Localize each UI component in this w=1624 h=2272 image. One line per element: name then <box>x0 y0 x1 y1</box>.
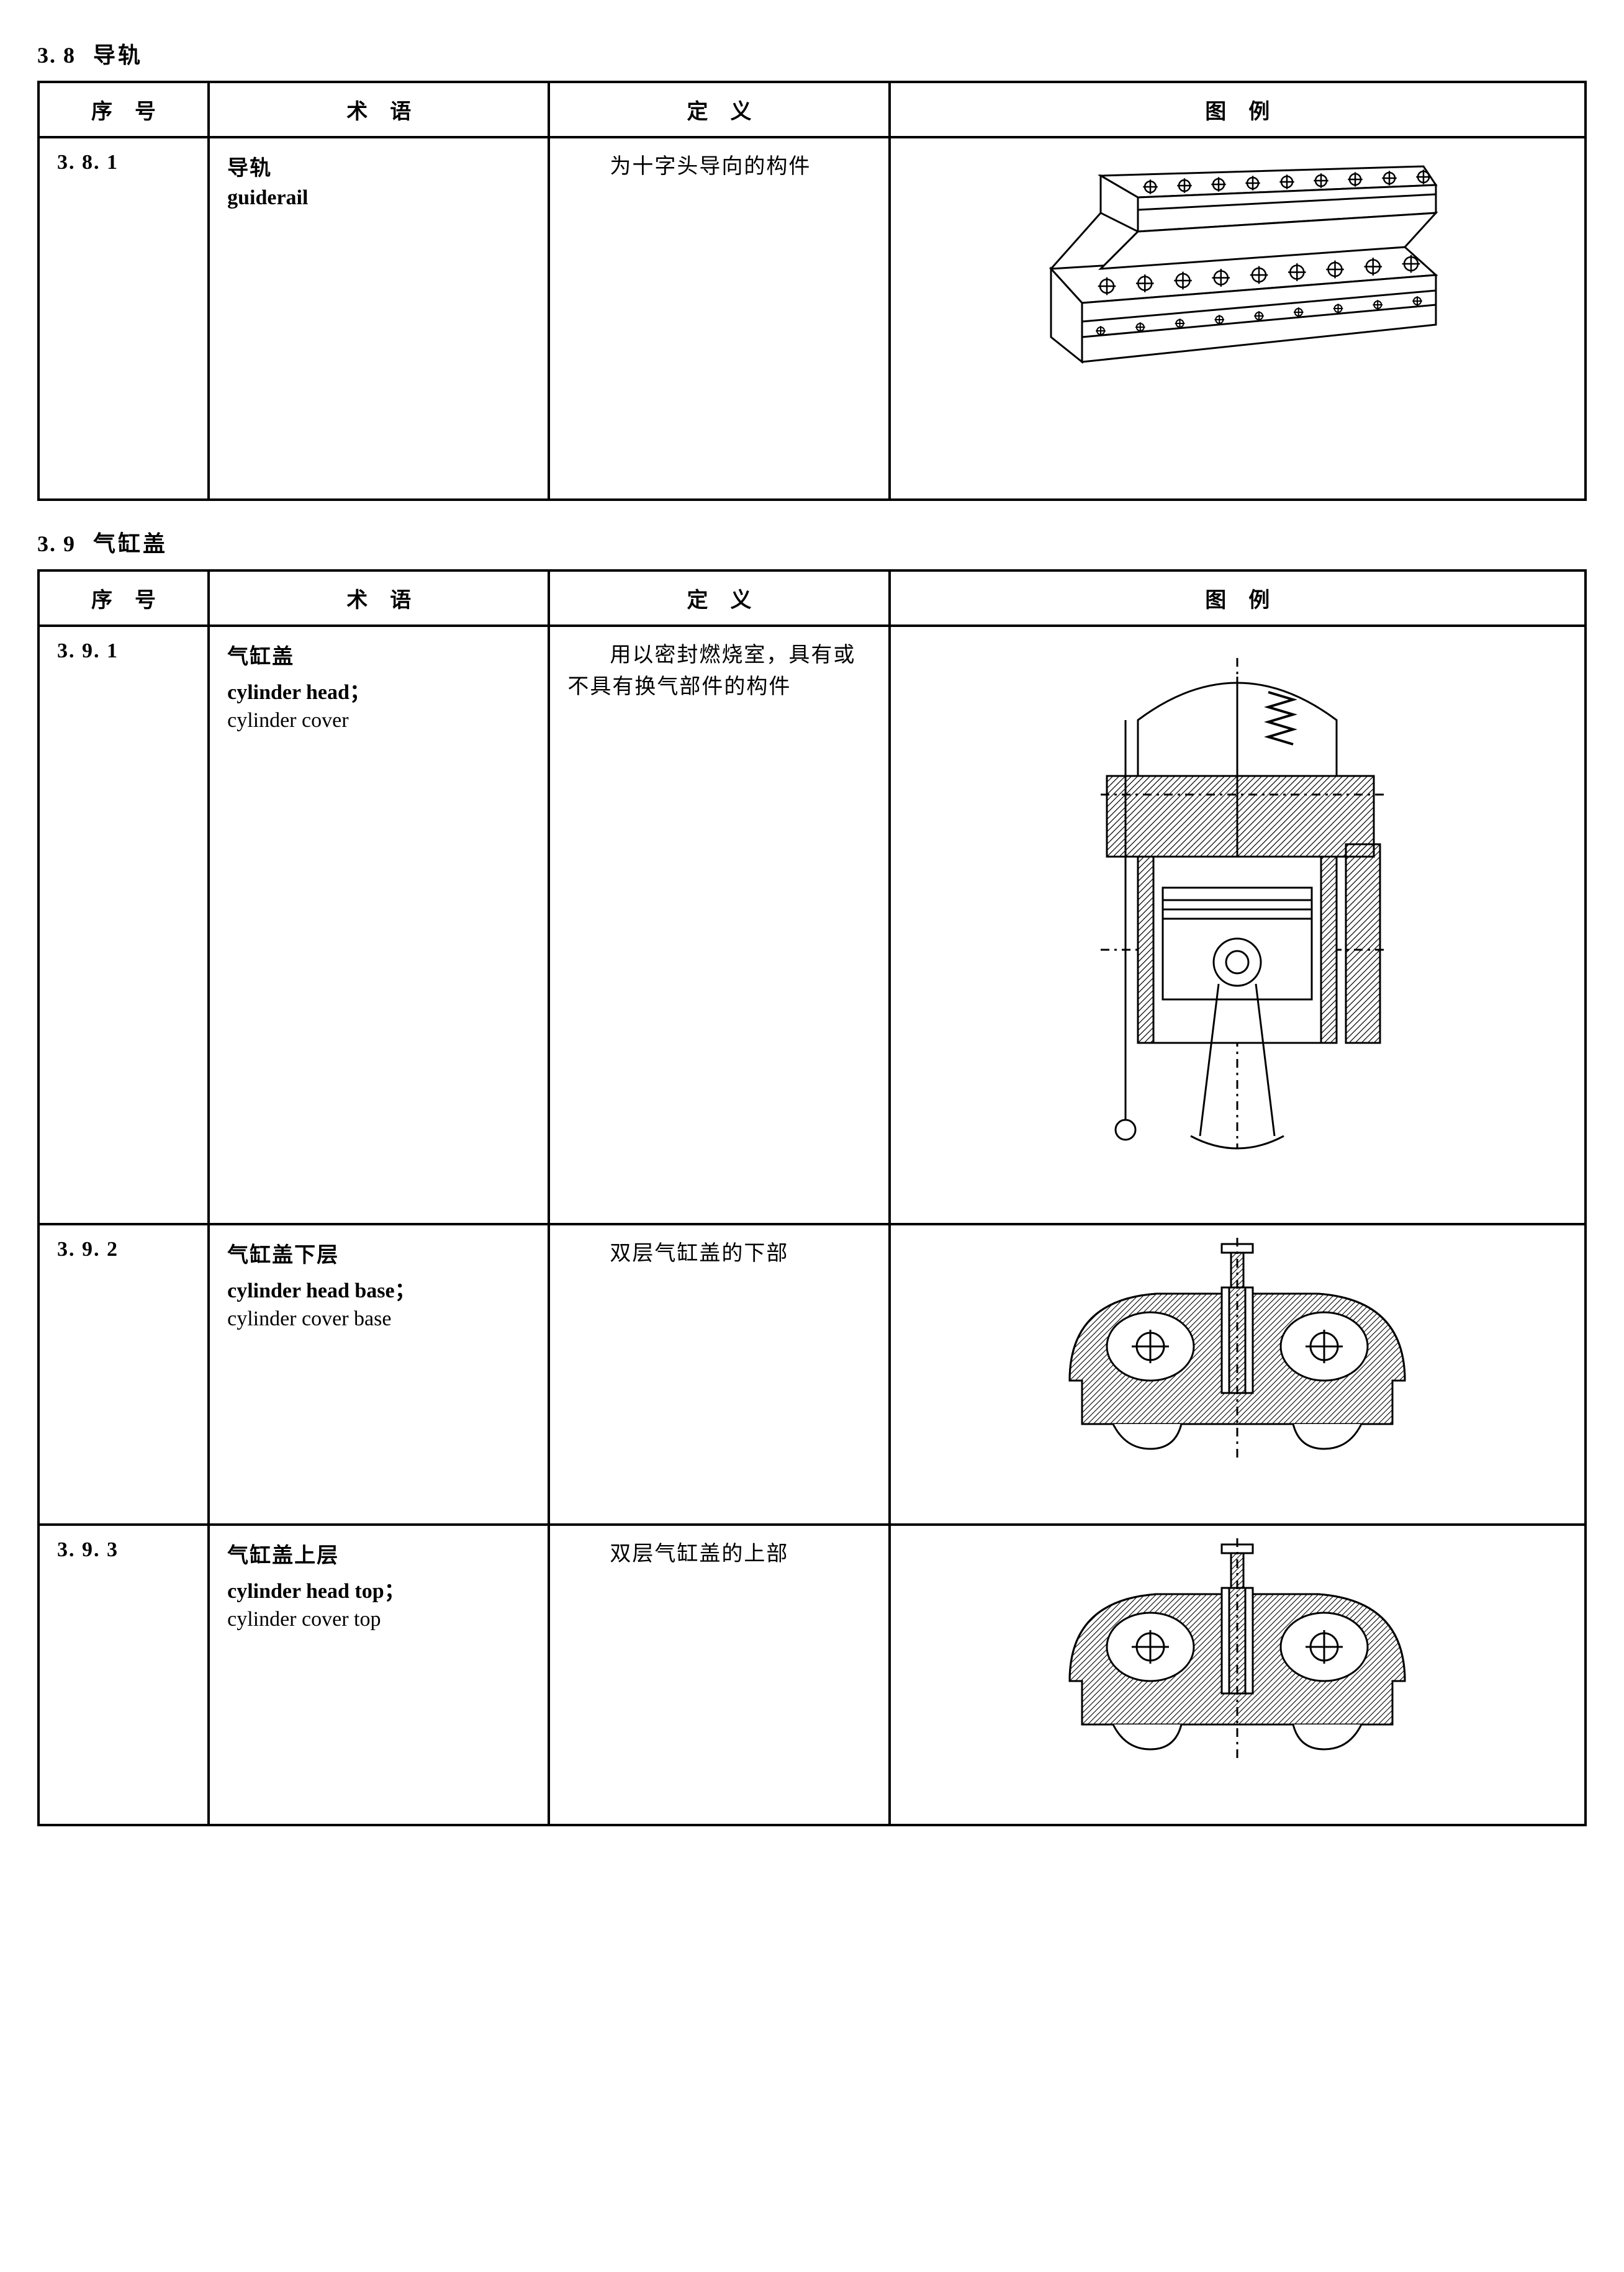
row-term: 气缸盖下层 cylinder head base； cylinder cover… <box>209 1224 549 1525</box>
term-cn: 气缸盖 <box>227 639 530 670</box>
table-3-9: 序号 术语 定义 图例 3. 9. 1 气缸盖 cylinder head； c… <box>37 569 1587 1826</box>
col-id: 序号 <box>38 570 209 626</box>
row-id: 3. 9. 1 <box>38 626 209 1224</box>
section-name: 导轨 <box>93 43 143 68</box>
table-row: 3. 8. 1 导轨 guiderail 为十字头导向的构件 <box>38 137 1586 500</box>
row-def: 为十字头导向的构件 <box>549 137 889 500</box>
col-id: 序号 <box>38 82 209 137</box>
table-header-row: 序号 术语 定义 图例 <box>38 82 1586 137</box>
col-term: 术语 <box>209 570 549 626</box>
term-en-bold: cylinder head； <box>227 675 530 705</box>
section-num: 3. 9 <box>37 531 76 556</box>
col-fig: 图例 <box>890 570 1586 626</box>
term-en-norm: cylinder cover <box>227 709 530 733</box>
row-fig <box>890 137 1586 500</box>
section-title-3-9: 3. 9 气缸盖 <box>37 526 1587 558</box>
row-id: 3. 9. 2 <box>38 1224 209 1525</box>
col-def: 定义 <box>549 570 889 626</box>
row-term: 导轨 guiderail <box>209 137 549 500</box>
table-header-row: 序号 术语 定义 图例 <box>38 570 1586 626</box>
col-term: 术语 <box>209 82 549 137</box>
term-en-bold: guiderail <box>227 186 530 210</box>
term-cn: 气缸盖下层 <box>227 1238 530 1268</box>
cylinder-head-base-icon <box>1045 1238 1430 1461</box>
guiderail-icon <box>1026 151 1448 387</box>
row-fig <box>890 626 1586 1224</box>
term-en-bold: cylinder head top； <box>227 1574 530 1604</box>
row-id: 3. 9. 3 <box>38 1525 209 1825</box>
section-num: 3. 8 <box>37 43 76 68</box>
row-id: 3. 8. 1 <box>38 137 209 500</box>
table-3-8: 序号 术语 定义 图例 3. 8. 1 导轨 guiderail 为十字头导向的… <box>37 81 1587 501</box>
row-def: 双层气缸盖的下部 <box>549 1224 889 1525</box>
cylinder-head-top-icon <box>1045 1538 1430 1762</box>
cylinder-head-icon <box>1063 639 1411 1161</box>
section-title-3-8: 3. 8 导轨 <box>37 37 1587 70</box>
table-row: 3. 9. 1 气缸盖 cylinder head； cylinder cove… <box>38 626 1586 1224</box>
section-name: 气缸盖 <box>93 531 168 556</box>
row-term: 气缸盖上层 cylinder head top； cylinder cover … <box>209 1525 549 1825</box>
row-term: 气缸盖 cylinder head； cylinder cover <box>209 626 549 1224</box>
term-cn: 导轨 <box>227 151 530 181</box>
term-en-norm: cylinder cover base <box>227 1307 530 1331</box>
row-fig <box>890 1224 1586 1525</box>
col-def: 定义 <box>549 82 889 137</box>
term-en-norm: cylinder cover top <box>227 1608 530 1631</box>
term-cn: 气缸盖上层 <box>227 1538 530 1569</box>
row-fig <box>890 1525 1586 1825</box>
row-def: 双层气缸盖的上部 <box>549 1525 889 1825</box>
row-def: 用以密封燃烧室，具有或不具有换气部件的构件 <box>549 626 889 1224</box>
col-fig: 图例 <box>890 82 1586 137</box>
table-row: 3. 9. 3 气缸盖上层 cylinder head top； cylinde… <box>38 1525 1586 1825</box>
table-row: 3. 9. 2 气缸盖下层 cylinder head base； cylind… <box>38 1224 1586 1525</box>
term-en-bold: cylinder head base； <box>227 1273 530 1304</box>
